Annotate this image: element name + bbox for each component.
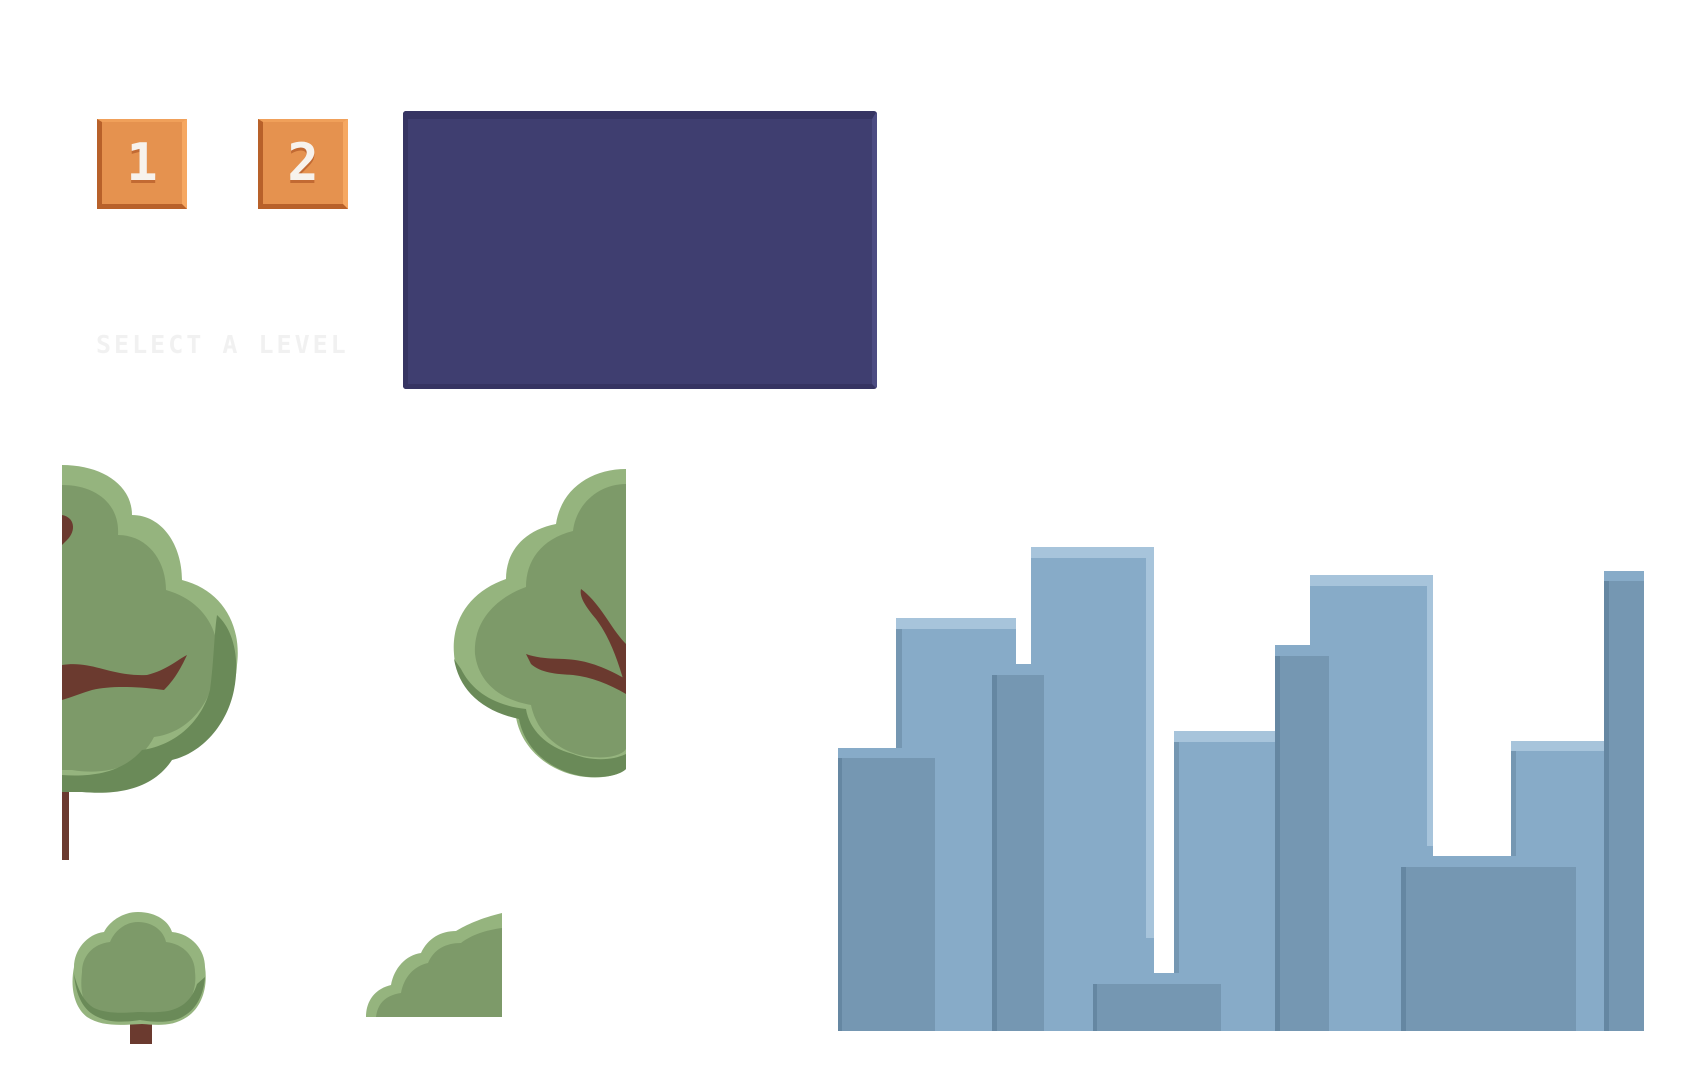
tree-icon — [62, 465, 238, 860]
tree-icon — [72, 912, 206, 1044]
bush-icon — [366, 913, 502, 1017]
level-1-button[interactable]: 1 — [97, 119, 187, 209]
level-2-button[interactable]: 2 — [258, 119, 348, 209]
city-skyline-icon — [838, 547, 1644, 1031]
level-preview-panel — [403, 111, 877, 389]
select-level-label: SELECT A LEVEL — [96, 330, 349, 359]
level-2-number: 2 — [287, 133, 319, 193]
tree-icon — [453, 469, 626, 778]
level-1-number: 1 — [126, 133, 158, 193]
